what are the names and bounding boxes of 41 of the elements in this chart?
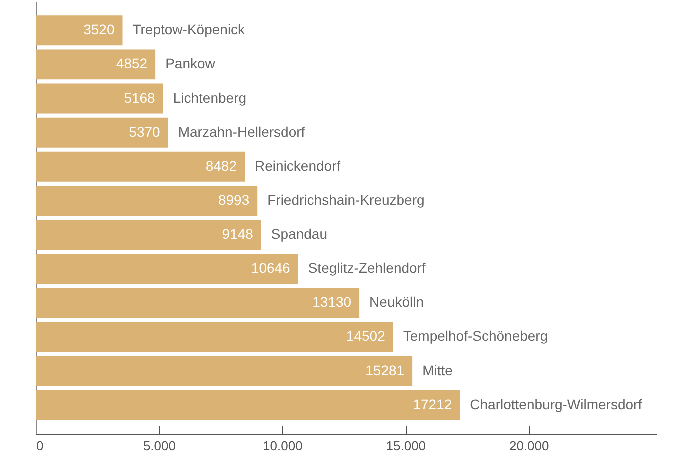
data-label: 15281 [366, 362, 405, 378]
data-label: 13130 [312, 294, 352, 310]
bar [36, 322, 394, 352]
x-tick-label: 0 [36, 438, 44, 454]
data-label: 3520 [84, 22, 115, 38]
bar [36, 118, 168, 148]
bar [36, 254, 298, 284]
data-label: 9148 [222, 226, 254, 242]
data-label: 14502 [346, 328, 386, 344]
y-tick-label: Marzahn-Hellersdorf [178, 124, 306, 140]
bar [36, 186, 258, 216]
x-tick-label: 10.000 [263, 438, 303, 454]
bar [36, 152, 246, 182]
bar [36, 356, 413, 386]
bar [36, 84, 164, 114]
bar [36, 288, 360, 318]
y-tick-label: Treptow-Köpenick [132, 22, 246, 38]
data-label: 17212 [413, 396, 452, 412]
y-tick-label: Tempelhof-Schöneberg [403, 328, 548, 344]
y-tick-label: Mitte [422, 362, 454, 378]
x-tick-label: 5.000 [143, 438, 176, 454]
bar [36, 390, 460, 420]
bar [36, 220, 262, 250]
y-tick-label: Spandau [271, 226, 328, 242]
data-label: 10646 [251, 260, 291, 276]
y-tick-label: Steglitz-Zehlendorf [308, 260, 426, 276]
y-tick-label: Lichtenberg [173, 90, 247, 106]
bar [36, 16, 123, 46]
y-tick-label: Pankow [166, 56, 216, 72]
x-tick-label: 15.000 [386, 438, 426, 454]
bar [36, 50, 156, 80]
data-label: 4852 [116, 56, 148, 72]
y-tick-label: Friedrichshain-Kreuzberg [268, 192, 425, 208]
y-tick-label: Charlottenburg-Wilmersdorf [470, 396, 642, 412]
y-tick-label: Neukölln [370, 294, 424, 310]
data-label: 5168 [124, 90, 156, 106]
data-label: 5370 [129, 124, 161, 140]
data-label: 8482 [206, 158, 238, 174]
y-tick-label: Reinickendorf [255, 158, 341, 174]
x-tick-label: 20.000 [509, 438, 550, 454]
data-label: 8993 [218, 192, 250, 208]
